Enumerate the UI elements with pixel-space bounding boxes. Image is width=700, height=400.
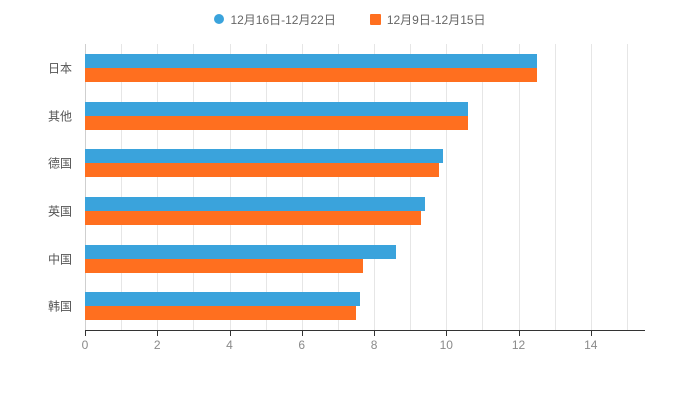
x-tick-label: 10 [439,338,453,352]
gridline [301,44,303,330]
x-tick-mark [446,331,448,336]
x-tick-label: 0 [81,338,89,352]
gridline [482,44,484,330]
plot-area [85,44,645,330]
category-label: 德国 [47,156,72,171]
bar-blue[interactable] [85,292,360,307]
category-label: 韩国 [47,299,72,314]
gridline [265,44,267,330]
x-axis-tick-labels: 0 2 4 6 8 10 12 14 [81,338,645,354]
bar-orange[interactable] [85,163,440,178]
gridline [157,44,159,330]
bar-blue[interactable] [85,53,537,68]
x-tick-label: 2 [153,338,161,352]
bar-orange[interactable] [85,258,364,273]
x-tick-mark [374,331,376,336]
x-tick-mark [157,331,159,336]
x-tick-mark [518,331,520,336]
gridline [518,44,520,330]
gridline [229,44,231,330]
gridline [446,44,448,330]
category-label: 其他 [47,109,72,123]
gridline [193,44,195,330]
x-tick-mark [85,331,86,336]
category-label: 英国 [47,204,72,219]
legend-label: 12月16日-12月22日 [230,12,336,27]
x-tick-mark [301,331,303,336]
gridline [626,44,628,330]
y-axis-labels: 日本其他德国英国中国韩国 [0,44,78,330]
bar-orange[interactable] [85,115,468,130]
x-tick-label: 6 [298,338,306,352]
bar-blue[interactable] [85,244,396,259]
x-axis-line [85,330,645,331]
gridline [121,44,123,330]
legend-item-week1[interactable]: 12月9日-12月15日 [369,11,486,28]
chart-legend: 12月16日-12月22日 12月9日-12月15日 [0,8,700,30]
x-tick-label: 12 [511,338,526,352]
bar-orange[interactable] [85,67,537,82]
category-label: 日本 [47,61,72,76]
gridline [410,44,412,330]
category-label: 中国 [47,252,72,266]
gridline [337,44,339,330]
gridline [554,44,556,330]
legend-marker-square-icon [369,13,381,25]
bar-blue[interactable] [85,149,443,164]
legend-marker-circle-icon [214,14,225,24]
x-tick-mark [229,331,231,336]
gridline [374,44,376,330]
x-tick-mark [590,331,592,336]
x-tick-label: 8 [370,338,378,352]
bar-orange[interactable] [85,306,356,321]
gridline [85,44,86,330]
bar-blue[interactable] [85,101,468,116]
bar-blue[interactable] [85,196,425,211]
x-tick-label: 4 [226,338,233,352]
x-tick-label: 14 [584,338,598,352]
legend-item-week2[interactable]: 12月16日-12月22日 [214,11,336,28]
legend-label: 12月9日-12月15日 [386,12,486,27]
bar-orange[interactable] [85,210,421,225]
gridline [590,44,592,330]
